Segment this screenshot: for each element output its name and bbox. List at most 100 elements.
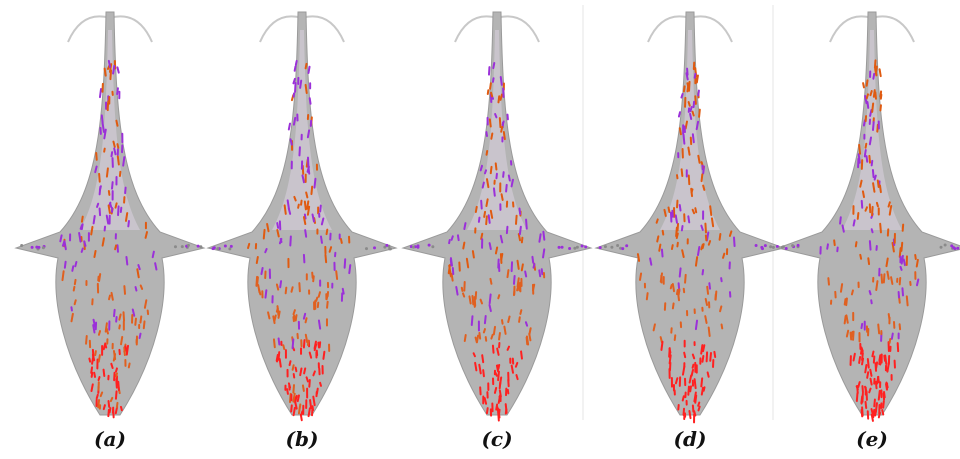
strain-mark (647, 293, 648, 299)
strain-mark (488, 90, 489, 94)
strain-mark (495, 388, 496, 393)
strain-mark (875, 92, 876, 99)
strain-mark (303, 385, 304, 391)
strain-mark (103, 238, 104, 245)
strain-mark (279, 312, 280, 318)
strain-mark (107, 168, 108, 176)
strain-mark (867, 94, 868, 98)
strain-mark (105, 343, 106, 347)
strain-mark (465, 335, 466, 341)
strain-mark (261, 268, 262, 274)
wing-dot (761, 247, 764, 250)
strain-mark (71, 307, 72, 310)
strain-mark (483, 183, 484, 188)
wing-dot (769, 245, 772, 248)
strain-mark (306, 335, 307, 342)
strain-mark (526, 322, 527, 325)
wing-dot (782, 245, 785, 248)
strain-mark (304, 217, 305, 224)
strain-mark (698, 156, 699, 163)
strain-mark (123, 157, 124, 165)
strain-mark (265, 290, 266, 297)
strain-mark (493, 346, 494, 353)
strain-mark (283, 345, 284, 349)
strain-mark (296, 315, 297, 320)
strain-mark (481, 166, 482, 171)
strain-mark (722, 325, 723, 329)
strain-mark (709, 328, 710, 336)
wing-dot (416, 246, 419, 249)
strain-mark (854, 220, 855, 225)
strain-mark (662, 250, 663, 257)
strain-mark (900, 278, 901, 284)
strain-mark (277, 223, 278, 228)
panel: (c) (403, 12, 591, 451)
strain-mark (86, 336, 87, 344)
strain-mark (491, 211, 492, 218)
strain-mark (508, 317, 509, 322)
strain-mark (650, 258, 651, 264)
strain-mark (109, 295, 110, 299)
wing-dot (428, 244, 431, 247)
strain-mark (673, 284, 674, 291)
strain-mark (520, 310, 521, 314)
wing-dot (42, 246, 45, 249)
strain-mark (875, 69, 876, 75)
strain-mark (504, 327, 505, 334)
strain-mark (129, 364, 130, 368)
strain-mark (680, 268, 681, 276)
strain-mark (94, 373, 95, 377)
strain-mark (859, 357, 860, 363)
strain-mark (865, 150, 866, 156)
strain-mark (483, 370, 484, 376)
strain-mark (723, 254, 724, 258)
strain-mark (277, 230, 278, 236)
strain-mark (876, 403, 877, 412)
strain-mark (502, 320, 503, 324)
strain-mark (280, 281, 281, 287)
strain-mark (525, 272, 526, 277)
strain-mark (104, 370, 105, 376)
strain-mark (841, 284, 842, 292)
strain-mark (293, 385, 294, 392)
strain-mark (108, 410, 109, 416)
strain-mark (657, 236, 658, 241)
strain-mark (870, 91, 871, 95)
strain-mark (693, 134, 694, 142)
wing-dot (581, 245, 584, 248)
strain-mark (900, 248, 901, 257)
strain-mark (481, 300, 482, 304)
strain-mark (500, 118, 501, 127)
strain-mark (869, 156, 870, 163)
strain-mark (669, 348, 670, 357)
strain-mark (75, 280, 76, 284)
strain-mark (508, 347, 509, 350)
strain-mark (518, 278, 519, 286)
strain-mark (92, 356, 93, 364)
strain-mark (118, 382, 119, 390)
strain-mark (882, 275, 883, 283)
strain-mark (709, 283, 710, 289)
strain-mark (298, 395, 299, 401)
strain-mark (514, 276, 515, 284)
strain-mark (306, 318, 307, 322)
strain-mark (309, 408, 310, 416)
strain-mark (509, 175, 510, 180)
strain-mark (870, 110, 871, 116)
strain-mark (853, 332, 854, 340)
strain-mark (293, 365, 294, 370)
strain-mark (323, 352, 324, 359)
strain-mark (81, 225, 82, 229)
strain-mark (901, 267, 902, 270)
strain-mark (870, 379, 871, 385)
strain-mark (487, 408, 488, 413)
wing-dot (20, 244, 23, 247)
strain-mark (300, 81, 301, 88)
wing-dot (785, 247, 788, 250)
strain-mark (507, 227, 508, 233)
strain-mark (319, 320, 320, 328)
strain-mark (307, 201, 308, 208)
strain-mark (268, 312, 269, 318)
strain-mark (876, 362, 877, 368)
strain-mark (289, 124, 290, 130)
